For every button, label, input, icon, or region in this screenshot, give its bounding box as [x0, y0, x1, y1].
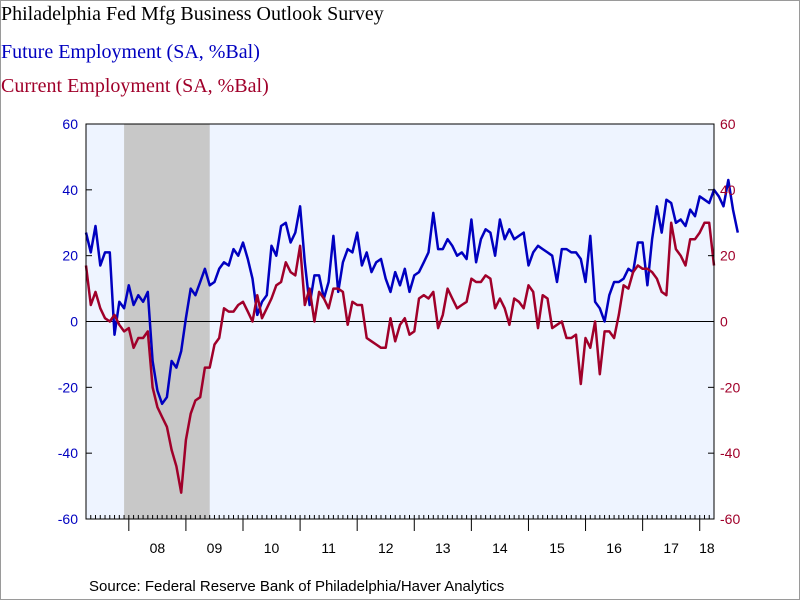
left-axis-tick-label: 60 — [62, 116, 78, 132]
x-axis-tick-label: 15 — [549, 540, 565, 556]
future-employment-line — [84, 178, 740, 406]
x-axis-tick-label: 14 — [492, 540, 508, 556]
right-axis-tick-label: 40 — [720, 182, 736, 198]
right-axis-tick-label: 60 — [720, 116, 736, 132]
left-axis-tick-label: 20 — [62, 248, 78, 264]
left-axis-tick-label: 0 — [70, 314, 78, 330]
right-axis-tick-label: 20 — [720, 248, 736, 264]
x-axis-tick-label: 16 — [606, 540, 622, 556]
x-axis-tick-label: 11 — [321, 540, 336, 556]
right-axis-tick-label: -60 — [720, 511, 740, 527]
right-axis-tick-label: -20 — [720, 379, 740, 395]
right-axis-tick-label: 0 — [720, 314, 728, 330]
x-axis-tick-label: 12 — [378, 540, 394, 556]
current-employment-line — [84, 221, 716, 494]
left-axis-tick-label: -60 — [58, 511, 78, 527]
x-axis-tick-label: 17 — [663, 540, 679, 556]
x-axis-tick-label: 13 — [435, 540, 451, 556]
right-axis-tick-label: -40 — [720, 445, 740, 461]
left-axis-tick-label: -20 — [58, 379, 78, 395]
left-axis-tick-label: 40 — [62, 182, 78, 198]
series-label-current-employment: Current Employment (SA, %Bal) — [1, 75, 269, 97]
source-note: Source: Federal Reserve Bank of Philadel… — [89, 578, 505, 595]
left-axis-tick-label: -40 — [58, 445, 78, 461]
x-axis-tick-label: 09 — [207, 540, 223, 556]
series-label-future-employment: Future Employment (SA, %Bal) — [1, 41, 260, 63]
chart-title: Philadelphia Fed Mfg Business Outlook Su… — [1, 3, 384, 25]
x-axis-tick-label: 18 — [699, 540, 715, 556]
x-axis-tick-label: 10 — [264, 540, 280, 556]
x-axis-tick-label: 08 — [150, 540, 166, 556]
